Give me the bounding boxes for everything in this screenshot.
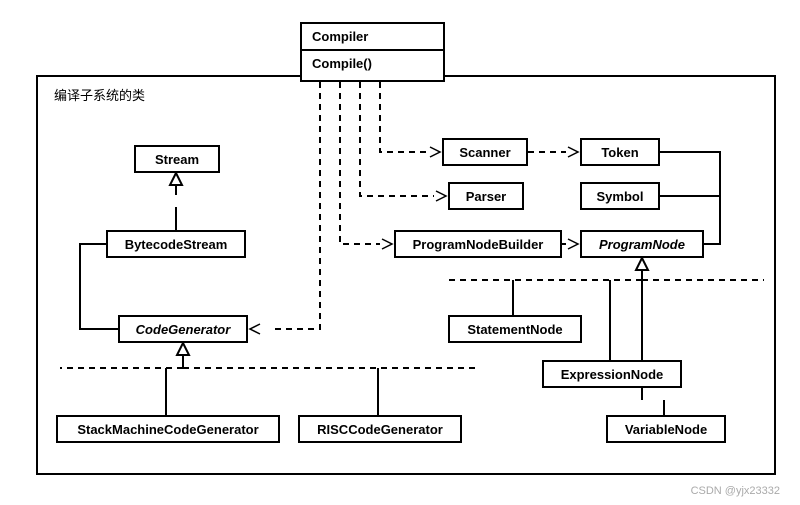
class-stackmachinecg: StackMachineCodeGenerator (56, 415, 280, 443)
class-programnodebuilder: ProgramNodeBuilder (394, 230, 562, 258)
compiler-method: Compile() (302, 51, 443, 76)
class-programnode: ProgramNode (580, 230, 704, 258)
class-bytecodestream: BytecodeStream (106, 230, 246, 258)
class-scanner: Scanner (442, 138, 528, 166)
class-token: Token (580, 138, 660, 166)
subsystem-label: 编译子系统的类 (50, 85, 149, 104)
compiler-title: Compiler (302, 24, 443, 51)
class-symbol: Symbol (580, 182, 660, 210)
class-statementnode: StatementNode (448, 315, 582, 343)
class-risccg: RISCCodeGenerator (298, 415, 462, 443)
class-codegenerator: CodeGenerator (118, 315, 248, 343)
class-stream: Stream (134, 145, 220, 173)
class-parser: Parser (448, 182, 524, 210)
class-expressionnode: ExpressionNode (542, 360, 682, 388)
compiler-class: Compiler Compile() (300, 22, 445, 82)
watermark: CSDN @yjx23332 (691, 485, 780, 497)
diagram-canvas: 编译子系统的类 Compiler Compile() Stream Bytecod… (0, 0, 800, 505)
class-variablenode: VariableNode (606, 415, 726, 443)
